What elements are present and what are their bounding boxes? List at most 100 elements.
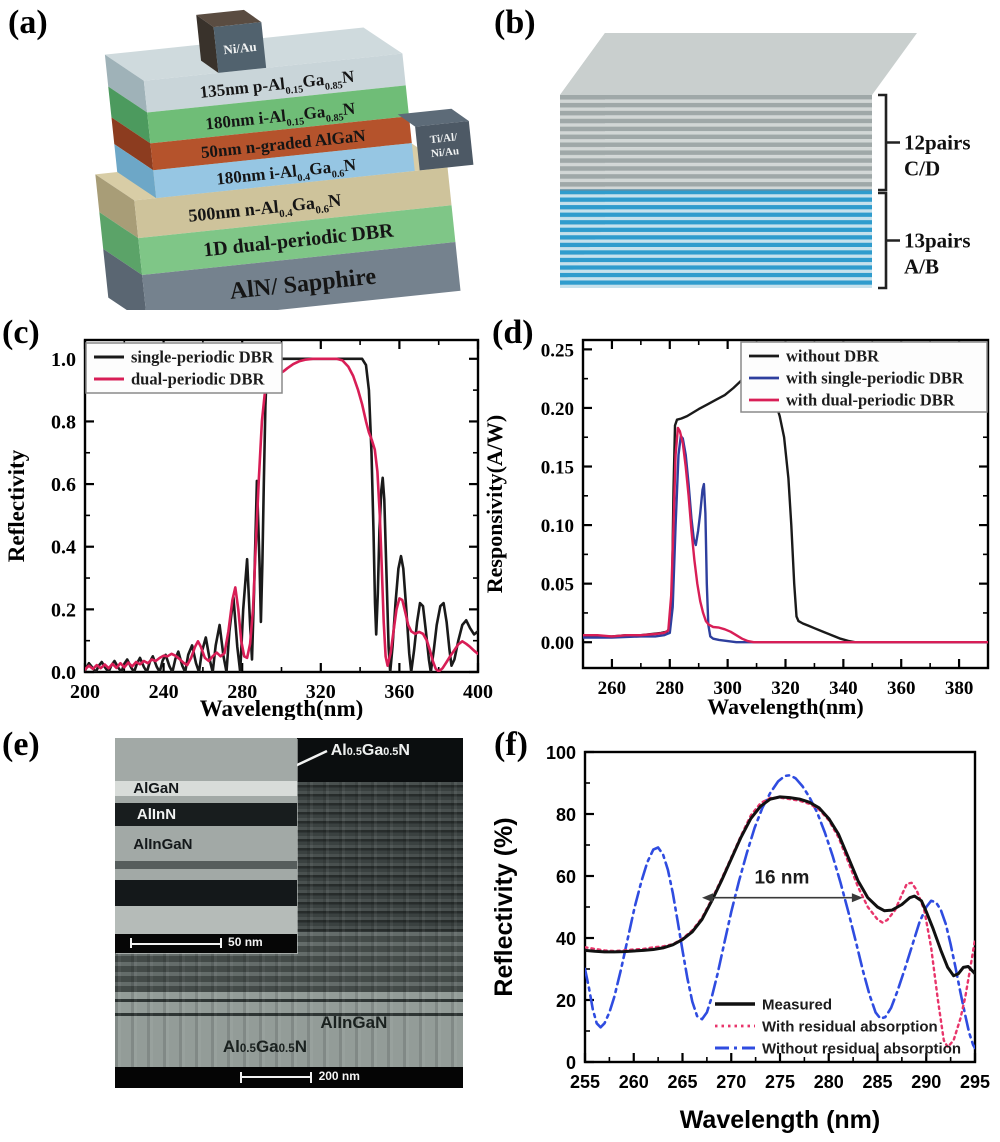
- mesa-layer-front: [143, 53, 406, 113]
- x-tick-label: 380: [945, 678, 974, 699]
- ti-al-contact-front: [415, 120, 474, 171]
- x-tick-label: 290: [911, 1072, 941, 1092]
- x-tick-label: 275: [765, 1072, 795, 1092]
- y-tick-label: 40: [556, 929, 576, 949]
- y-tick-label: 0.2: [51, 599, 76, 621]
- tem-scalebar-line: [240, 1076, 310, 1079]
- series-single-periodic-dbr: [85, 357, 478, 672]
- label-cd: C/D: [904, 157, 940, 181]
- x-tick-label: 340: [829, 678, 858, 699]
- x-tick-label: 255: [570, 1072, 600, 1092]
- panel-label-a: (a): [8, 4, 48, 41]
- panel-label-e: (e): [2, 726, 40, 763]
- reflectivity-percent-chart-panel: 255 260 265 270 275 280 285 290 295 0 20 40 60 80 100 W…: [490, 720, 1000, 1142]
- tem-label-alingan-bottom: AlInGaN: [320, 1012, 388, 1032]
- inset-scalebar-line: [129, 942, 221, 945]
- tem-label-algan-bottom: Al0.5Ga0.5N: [222, 1037, 307, 1057]
- x-axis-title: Wavelength(nm): [200, 696, 364, 720]
- label-12pairs: 12pairs: [904, 131, 971, 155]
- series-without-dbr: [583, 372, 988, 644]
- x-tick-label: 280: [656, 678, 685, 699]
- series-dual-periodic-dbr: [85, 357, 478, 672]
- chart-d: 260 280 300 320 340 360 380 0.00 0.05 0.10 0.15 0.2…: [482, 338, 990, 719]
- tem-micrograph-panel: Al0.5Ga0.5N AlInGaN Al0.5Ga0.5N 200 nm: [0, 720, 490, 1142]
- ti-al-contact-label-line2: Ni/Au: [430, 145, 459, 160]
- x-tick-label: 360: [887, 678, 916, 699]
- ti-al-contact-top: [397, 108, 469, 127]
- block-top-face: [560, 33, 917, 95]
- y-tick-label: 0.15: [541, 458, 574, 479]
- tem-dark-line-2: [115, 1012, 463, 1016]
- legend-label: dual-periodic DBR: [131, 370, 265, 389]
- annotation-arrowhead-right: [851, 893, 863, 903]
- x-tick-label: 200: [70, 681, 100, 703]
- y-axis-title: Responsivity(A/W): [482, 415, 507, 593]
- y-tick-label: 0.0: [51, 662, 76, 684]
- x-tick-label: 260: [619, 1072, 649, 1092]
- mesa-layer-side: [114, 144, 157, 199]
- inset-dark-band-2: [115, 880, 298, 906]
- inset-scalebar-strip: 50 nm: [115, 933, 298, 954]
- series-measured: [585, 795, 975, 978]
- tem-scalebar-tick-right: [309, 1071, 312, 1084]
- base-layer-side: [99, 212, 143, 275]
- tem-dark-line-1: [115, 998, 463, 1002]
- legend-box: [85, 342, 283, 394]
- y-tick-label: 0.6: [51, 474, 76, 496]
- y-tick-label: 0.00: [541, 633, 574, 654]
- tem-label-algan-top: Al0.5Ga0.5N: [330, 741, 410, 759]
- panel-label-b: (b): [494, 4, 536, 41]
- x-tick-label: 280: [814, 1072, 844, 1092]
- bracket-ab: [878, 191, 900, 290]
- legend-label: without DBR: [786, 347, 880, 366]
- y-axis-title: Reflectivity: [4, 449, 29, 562]
- y-tick-label: 100: [546, 743, 576, 763]
- mesa-layer-front: [147, 85, 409, 144]
- y-axis-title: Reflectivity (%): [490, 817, 518, 996]
- inset-dark-band-1: [115, 802, 298, 827]
- inset-label-alingan: AlInGaN: [133, 835, 193, 853]
- series-with-single-periodic-dbr: [583, 434, 988, 644]
- y-tick-label: 60: [556, 867, 576, 887]
- tem-image: Al0.5Ga0.5N AlInGaN Al0.5Ga0.5N 200 nm: [115, 738, 463, 1088]
- x-tick-label: 260: [598, 678, 627, 699]
- reflectivity-chart-panel: 200 240 280 320 360 400 0.0 0.2 0.4 0.6 0.8 1.0 Wave…: [0, 310, 500, 721]
- legend-box: [740, 341, 988, 413]
- y-tick-label: 20: [556, 991, 576, 1011]
- mesa-layer-side: [104, 54, 148, 113]
- label-13pairs: 13pairs: [904, 229, 971, 253]
- base-layer-side: [95, 174, 139, 239]
- x-tick-label: 360: [384, 681, 414, 703]
- ab-pairs-stripes: [560, 190, 872, 288]
- x-tick-label: 320: [306, 681, 336, 703]
- tem-light-zone: [115, 991, 463, 1067]
- ti-al-contact-label-line1: Ti/Al/: [429, 131, 458, 146]
- plot-frame: [583, 750, 977, 1064]
- base-layer-front: [138, 205, 456, 275]
- x-tick-label: 295: [960, 1072, 990, 1092]
- ni-au-contact-top: [196, 9, 262, 28]
- base-layer-side: [103, 248, 148, 324]
- annotation-label: 16 nm: [754, 868, 809, 889]
- legend-label: with single-periodic DBR: [786, 369, 965, 388]
- y-tick-label: 0.8: [51, 411, 76, 433]
- mesa-layer-side: [111, 117, 154, 171]
- x-axis-title: Wavelength(nm): [707, 694, 863, 719]
- mesa-layer-side: [108, 86, 151, 144]
- device-schematic-panel: 135nm p-Al0.15Ga0.85N 180nm i-Al0.15Ga0.8…: [0, 0, 490, 324]
- series-with-dual-periodic-dbr: [583, 426, 988, 644]
- y-tick-label: 0.10: [541, 516, 574, 537]
- inset-label-alinn: AlInN: [136, 805, 177, 823]
- bracket-cd: [878, 93, 900, 192]
- legend-label: with dual-periodic DBR: [786, 391, 956, 410]
- base-layer-front: [134, 167, 452, 239]
- chart-c: 200 240 280 320 360 400 0.0 0.2 0.4 0.6 0.8 1.0 Wave…: [4, 338, 493, 721]
- panel-label-d: (d): [492, 314, 534, 351]
- y-tick-label: 0.20: [541, 399, 574, 420]
- x-tick-label: 265: [667, 1072, 697, 1092]
- responsivity-chart-panel: 260 280 300 320 340 360 380 0.00 0.05 0.10 0.15 0.2…: [480, 310, 1000, 720]
- inset-light-band: [115, 781, 298, 797]
- legend-label: single-periodic DBR: [131, 348, 275, 367]
- mesa-layer-front: [153, 143, 415, 199]
